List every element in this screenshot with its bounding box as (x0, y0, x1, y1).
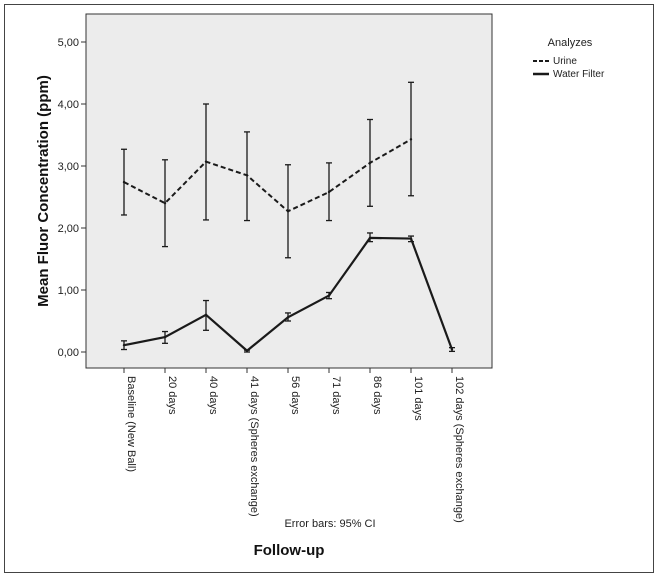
x-axis: Baseline (New Ball) 20 days 40 days 41 days… (123, 368, 465, 523)
data-point (286, 316, 290, 319)
x-tick-label: 40 days (207, 376, 219, 415)
error-bar-note: Error bars: 95% CI (284, 518, 375, 530)
legend: Analyzes Urine Water Filter (533, 37, 605, 80)
data-point (368, 236, 372, 240)
y-tick-label: 1,00 (58, 285, 79, 297)
data-point (122, 180, 126, 184)
y-axis-title: Mean Fluor Concentration (ppm) (35, 75, 52, 307)
y-tick-label: 2,00 (58, 223, 79, 235)
x-tick-label: 41 days (Spheres exchange) (248, 376, 260, 517)
y-tick-label: 5,00 (58, 37, 79, 49)
data-point (409, 138, 413, 141)
data-point (450, 348, 454, 351)
y-tick-label: 3,00 (58, 161, 79, 173)
y-tick-label: 4,00 (58, 99, 79, 111)
data-point (122, 343, 126, 347)
data-point (327, 294, 331, 297)
legend-title: Analyzes (548, 37, 593, 49)
data-point (245, 174, 249, 177)
y-axis: 0,00 1,00 2,00 3,00 4,00 5,00 (58, 37, 86, 359)
data-point (204, 160, 208, 163)
data-point (409, 237, 413, 240)
data-point (327, 190, 331, 194)
data-point (204, 313, 208, 316)
data-point (163, 202, 167, 205)
data-point (368, 161, 372, 165)
legend-label-water-filter: Water Filter (553, 69, 605, 80)
x-tick-label: 101 days (412, 376, 424, 421)
data-point (245, 349, 249, 352)
plot-area (85, 13, 493, 369)
legend-label-urine: Urine (553, 56, 577, 67)
x-tick-label: Baseline (New Ball) (125, 376, 137, 472)
x-axis-title: Follow-up (254, 542, 325, 559)
y-tick-label: 0,00 (58, 347, 79, 359)
x-tick-label: 20 days (166, 376, 178, 415)
x-tick-label: 102 days (Spheres exchange) (453, 376, 465, 523)
series-urine (121, 81, 414, 259)
series-water-filter (121, 232, 455, 353)
series-line (123, 138, 412, 213)
data-point (286, 210, 290, 213)
x-tick-label: 56 days (289, 376, 301, 415)
x-tick-label: 71 days (330, 376, 342, 415)
x-tick-label: 86 days (371, 376, 383, 415)
series-layer (121, 81, 455, 353)
data-point (163, 335, 167, 339)
